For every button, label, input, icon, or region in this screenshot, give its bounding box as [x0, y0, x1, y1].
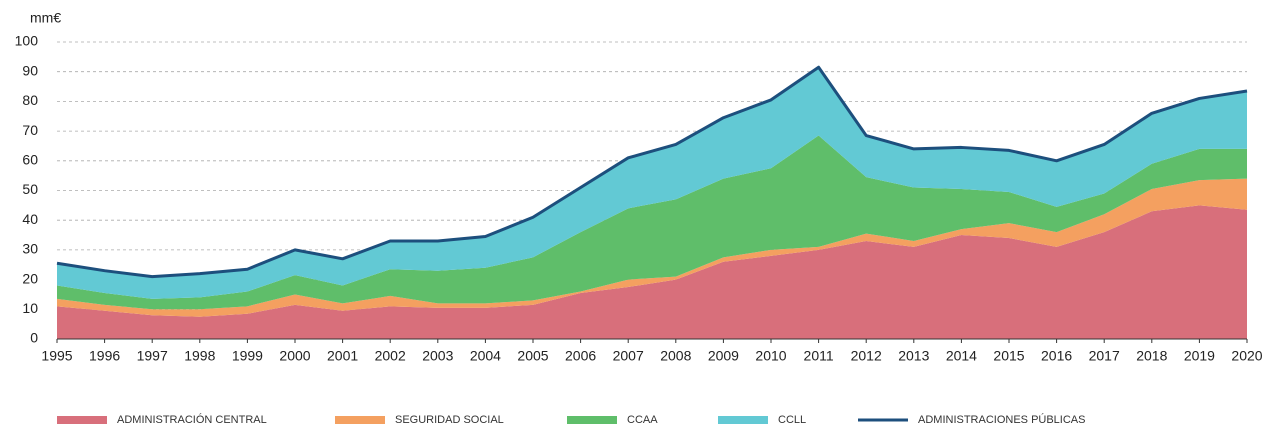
x-tick-label: 2009 [708, 348, 739, 364]
legend-label: CCLL [778, 414, 806, 426]
area [57, 135, 1247, 310]
x-tick-label: 2011 [804, 348, 834, 364]
legend-label: SEGURIDAD SOCIAL [395, 414, 504, 426]
x-tick-label: 1997 [137, 348, 168, 364]
y-tick-label: 10 [22, 300, 38, 316]
legend-label: CCAA [627, 414, 658, 426]
x-tick-label: 2002 [375, 348, 406, 364]
x-tick-label: 1998 [184, 348, 215, 364]
x-tick-label: 1999 [232, 348, 263, 364]
y-tick-label: 40 [22, 211, 38, 227]
x-tick-label: 2015 [993, 348, 1024, 364]
legend-swatch [57, 416, 107, 424]
x-tick-label: 2016 [1041, 348, 1072, 364]
area [57, 67, 1247, 299]
y-tick-label: 50 [22, 181, 38, 197]
y-tick-label: 20 [22, 270, 38, 286]
x-tick-label: 2003 [422, 348, 453, 364]
x-tick-label: 2020 [1231, 348, 1262, 364]
x-tick-label: 2019 [1184, 348, 1215, 364]
total-line [56, 65, 1248, 279]
legend-label: ADMINISTRACIONES PÚBLICAS [918, 413, 1085, 426]
x-tick-label: 2018 [1136, 348, 1167, 364]
y-unit: mm€ [30, 10, 61, 26]
x-tick-label: 2017 [1089, 348, 1120, 364]
legend-swatch [335, 416, 385, 424]
x-tick-label: 1995 [41, 348, 72, 364]
y-tick-label: 0 [30, 330, 38, 346]
x-tick-label: 2004 [470, 348, 501, 364]
x-tick-label: 2001 [327, 348, 358, 364]
x-tick-label: 2000 [279, 348, 310, 364]
y-tick-label: 60 [22, 152, 38, 168]
x-tick-label: 2010 [755, 348, 786, 364]
legend-swatch [718, 416, 768, 424]
area [57, 205, 1247, 339]
y-tick-label: 90 [22, 62, 38, 78]
y-tick-label: 80 [22, 92, 38, 108]
x-tick-label: 1996 [89, 348, 120, 364]
x-tick-label: 2007 [613, 348, 644, 364]
x-tick-label: 2014 [946, 348, 977, 364]
legend-label: ADMINISTRACIÓN CENTRAL [117, 413, 267, 426]
x-tick-label: 2006 [565, 348, 596, 364]
y-tick-label: 100 [15, 33, 39, 49]
x-tick-label: 2012 [851, 348, 882, 364]
legend-swatch [567, 416, 617, 424]
y-tick-label: 30 [22, 241, 38, 257]
x-tick-label: 2005 [517, 348, 548, 364]
x-tick-label: 2013 [898, 348, 929, 364]
x-tick-label: 2008 [660, 348, 691, 364]
y-tick-label: 70 [22, 122, 38, 138]
